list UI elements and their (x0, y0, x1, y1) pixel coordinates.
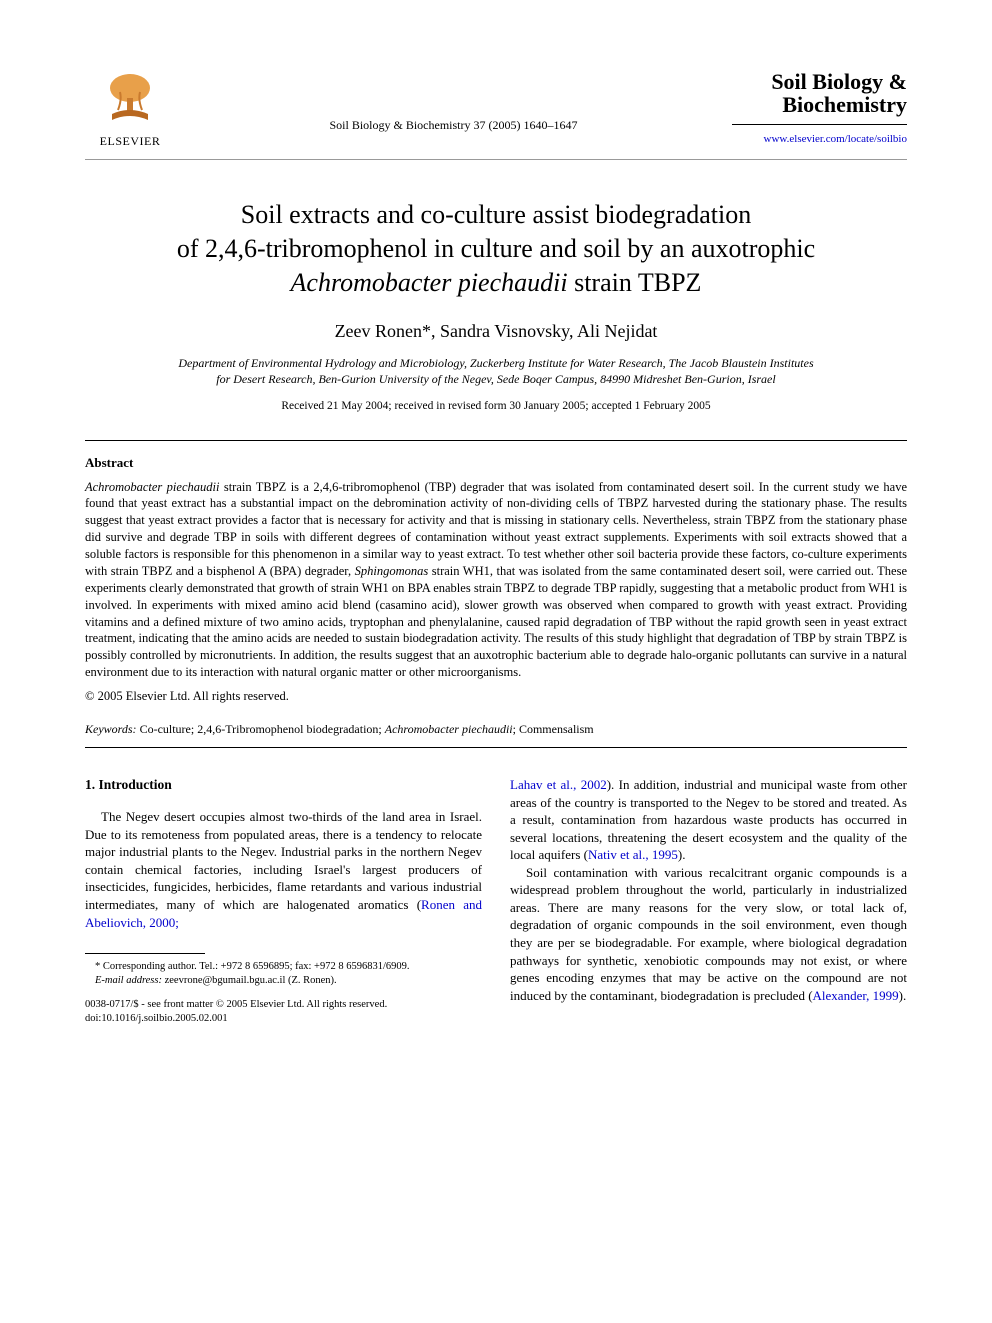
keywords-bottom-rule (85, 747, 907, 748)
journal-title-line1: Soil Biology & (771, 69, 907, 94)
col2-para2: Soil contamination with various recalcit… (510, 864, 907, 1004)
footnote-rule (85, 953, 205, 954)
col2-p2-post: ). (899, 988, 907, 1003)
cite-nativ-1995[interactable]: Nativ et al., 1995 (588, 847, 678, 862)
elsevier-logo (100, 70, 160, 130)
abstract-heading: Abstract (85, 455, 907, 471)
title-line2: of 2,4,6-tribromophenol in culture and s… (177, 234, 815, 263)
doi-line: doi:10.1016/j.soilbio.2005.02.001 (85, 1012, 482, 1026)
header-row: ELSEVIER Soil Biology & Biochemistry 37 … (85, 70, 907, 149)
keywords-pre: Co-culture; 2,4,6-Tribromophenol biodegr… (137, 722, 385, 736)
col1-para1: The Negev desert occupies almost two-thi… (85, 808, 482, 931)
article-dates: Received 21 May 2004; received in revise… (85, 400, 907, 412)
email-value: zeevrone@bgumail.bgu.ac.il (Z. Ronen). (162, 975, 337, 986)
citation: Soil Biology & Biochemistry 37 (2005) 16… (175, 70, 732, 133)
journal-title: Soil Biology & Biochemistry (732, 70, 907, 116)
abstract-top-rule (85, 440, 907, 441)
column-right: Lahav et al., 2002). In addition, indust… (510, 776, 907, 1026)
affiliation-line2: for Desert Research, Ben-Gurion Universi… (216, 372, 775, 386)
keywords: Keywords: Co-culture; 2,4,6-Tribromophen… (85, 722, 907, 737)
abstract-copyright: © 2005 Elsevier Ltd. All rights reserved… (85, 689, 907, 704)
email-line: E-mail address: zeevrone@bgumail.bgu.ac.… (85, 974, 482, 988)
journal-block: Soil Biology & Biochemistry www.elsevier… (732, 70, 907, 147)
authors: Zeev Ronen*, Sandra Visnovsky, Ali Nejid… (85, 321, 907, 342)
title-italic-species: Achromobacter piechaudii (291, 268, 568, 297)
journal-title-line2: Biochemistry (782, 92, 907, 117)
intro-heading: 1. Introduction (85, 776, 482, 794)
article-title: Soil extracts and co-culture assist biod… (85, 198, 907, 299)
affiliation: Department of Environmental Hydrology an… (85, 356, 907, 387)
publisher-name: ELSEVIER (100, 134, 161, 149)
journal-link[interactable]: www.elsevier.com/locate/soilbio (764, 133, 907, 145)
corresponding-author: * Corresponding author. Tel.: +972 8 659… (85, 960, 482, 974)
col2-p2-pre: Soil contamination with various recalcit… (510, 865, 907, 1003)
cite-lahav-2002[interactable]: Lahav et al., 2002 (510, 777, 607, 792)
publisher-block: ELSEVIER (85, 70, 175, 149)
keywords-post: ; Commensalism (513, 722, 594, 736)
abstract-body: Achromobacter piechaudii strain TBPZ is … (85, 479, 907, 682)
abstract-italic2: Sphingomonas (355, 564, 429, 578)
keywords-label: Keywords: (85, 722, 137, 736)
email-label: E-mail address: (95, 975, 162, 986)
body-columns: 1. Introduction The Negev desert occupie… (85, 776, 907, 1026)
issn-line: 0038-0717/$ - see front matter © 2005 El… (85, 998, 482, 1012)
title-line1: Soil extracts and co-culture assist biod… (241, 200, 751, 229)
top-rule (85, 159, 907, 160)
affiliation-line1: Department of Environmental Hydrology an… (178, 356, 813, 370)
abstract-seg2: strain WH1, that was isolated from the s… (85, 564, 907, 679)
doi-block: 0038-0717/$ - see front matter © 2005 El… (85, 998, 482, 1025)
abstract-italic1: Achromobacter piechaudii (85, 480, 219, 494)
journal-rule (732, 124, 907, 125)
footnotes: * Corresponding author. Tel.: +972 8 659… (85, 960, 482, 988)
column-left: 1. Introduction The Negev desert occupie… (85, 776, 482, 1026)
title-line3-tail: strain TBPZ (568, 268, 702, 297)
col2-para1: Lahav et al., 2002). In addition, indust… (510, 776, 907, 864)
cite-alexander-1999[interactable]: Alexander, 1999 (813, 988, 899, 1003)
col2-p1-post: ). (678, 847, 686, 862)
keywords-italic: Achromobacter piechaudii (385, 722, 513, 736)
